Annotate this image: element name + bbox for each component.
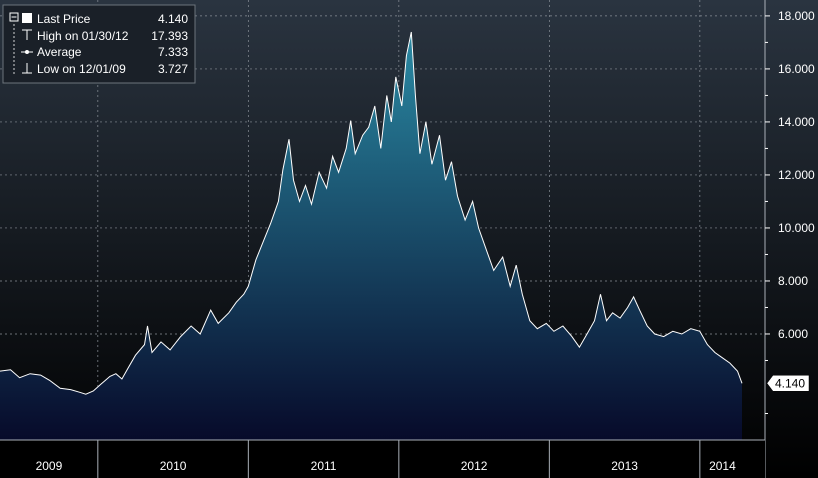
y-tick-label: 18.000 (778, 9, 815, 23)
x-tick-label: 2012 (461, 459, 488, 473)
x-tick-label: 2010 (160, 459, 187, 473)
x-tick-label: 2014 (709, 459, 736, 473)
legend-collapse-icon[interactable] (9, 12, 19, 22)
legend-low-value: 3.727 (158, 62, 188, 76)
price-line (0, 31, 743, 395)
x-tick-label: 2011 (311, 459, 337, 473)
x-tick-label: 2013 (611, 459, 638, 473)
x-axis-ticks: 2009 2010 2011 2012 2013 2014 (36, 440, 736, 478)
last-price-tag-shape (766, 375, 810, 392)
y-tick-label: 14.000 (778, 115, 815, 129)
last-price-tag: 4.140 (766, 375, 810, 392)
y-tick-label: 12.000 (778, 168, 815, 182)
legend-high-label: High on 01/30/12 (37, 29, 129, 43)
high-marker-icon (22, 29, 32, 40)
legend-high-value: 17.393 (151, 29, 188, 43)
average-marker-icon (21, 50, 33, 54)
y-tick-label: 8.000 (778, 274, 808, 288)
last-price-tag-label: 4.140 (775, 376, 805, 390)
legend-average-value: 7.333 (158, 45, 188, 59)
low-marker-icon (22, 63, 32, 74)
y-tick-label: 6.000 (778, 327, 808, 341)
price-area (0, 32, 742, 440)
x-tick-label: 2009 (36, 459, 63, 473)
legend-last-price-value: 4.140 (158, 12, 188, 26)
x-axis-band (0, 440, 765, 478)
legend-average-label: Average (37, 45, 82, 59)
legend-last-price-label: Last Price (37, 12, 91, 26)
legend: Last Price 4.140 High on 01/30/12 17.393… (2, 4, 196, 84)
legend-low-label: Low on 12/01/09 (37, 62, 126, 76)
legend-box (2, 4, 196, 84)
y-axis-ticks: 6.000 8.000 10.000 12.000 14.000 16.000 18.000 (765, 9, 815, 414)
y-tick-label: 10.000 (778, 221, 815, 235)
last-price-swatch-icon (22, 13, 32, 23)
y-tick-label: 16.000 (778, 62, 815, 76)
